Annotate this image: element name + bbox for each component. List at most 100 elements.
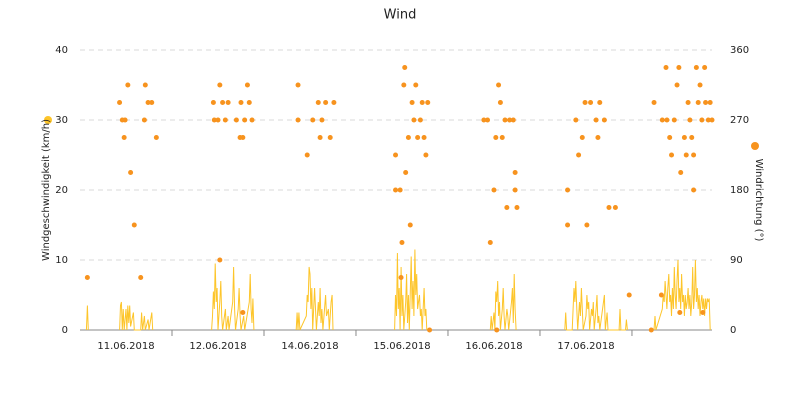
direction-point	[695, 100, 701, 105]
direction-point	[678, 170, 684, 175]
direction-point	[141, 117, 147, 123]
direction-point	[405, 135, 411, 140]
direction-point	[401, 82, 407, 88]
direction-point	[427, 327, 433, 333]
y-axis-series-marker	[44, 116, 52, 124]
direction-point	[411, 117, 417, 123]
direction-point	[240, 310, 246, 315]
speed-line	[564, 280, 628, 331]
direction-point	[597, 100, 603, 105]
direction-point	[593, 117, 599, 123]
speed-line	[295, 266, 334, 331]
direction-point	[588, 100, 594, 105]
direction-point	[669, 152, 675, 158]
direction-point	[233, 117, 239, 123]
direction-point	[496, 82, 502, 88]
direction-point	[210, 100, 216, 105]
direction-point	[244, 82, 250, 88]
speed-line	[394, 249, 428, 331]
direction-point	[131, 222, 137, 228]
y-tick-label: 10	[55, 255, 68, 266]
direction-point	[582, 100, 588, 105]
direction-point	[222, 117, 228, 123]
direction-point	[128, 170, 134, 175]
x-tick-label: 15.06.2018	[373, 341, 430, 352]
direction-point	[138, 275, 144, 280]
x-tick-label: 14.06.2018	[281, 341, 338, 352]
direction-point	[664, 117, 670, 123]
direction-point	[425, 100, 431, 105]
x-tick-label: 12.06.2018	[189, 341, 246, 352]
direction-point	[703, 100, 709, 105]
direction-point	[576, 152, 582, 158]
speed-line	[85, 305, 89, 331]
direction-point	[674, 82, 680, 88]
speed-line	[653, 259, 711, 331]
direction-point	[700, 310, 706, 315]
direction-point	[323, 100, 329, 105]
x-tick-label: 11.06.2018	[97, 341, 154, 352]
direction-point	[584, 222, 590, 228]
direction-point	[595, 135, 601, 140]
direction-point	[667, 135, 673, 140]
direction-point	[691, 152, 697, 158]
direction-point	[648, 327, 654, 333]
y2-tick-label: 90	[730, 255, 743, 266]
direction-point	[681, 135, 687, 140]
direction-point	[225, 100, 231, 105]
direction-point	[149, 100, 155, 105]
direction-point	[249, 117, 255, 123]
direction-point	[514, 205, 520, 210]
direction-point	[402, 65, 408, 70]
direction-point	[573, 117, 579, 123]
x-tick-label: 17.06.2018	[557, 341, 614, 352]
direction-point	[399, 240, 405, 245]
direction-point	[502, 117, 508, 123]
direction-point	[683, 152, 689, 158]
direction-point	[217, 257, 223, 263]
direction-point	[699, 117, 705, 123]
direction-point	[153, 135, 159, 140]
direction-point	[497, 100, 503, 105]
direction-point	[693, 65, 699, 70]
speed-line	[489, 273, 517, 331]
y2-axis-series-marker	[751, 142, 759, 150]
direction-point	[295, 117, 301, 123]
direction-point	[211, 117, 217, 123]
direction-point	[419, 100, 425, 105]
direction-point	[676, 65, 682, 70]
direction-point	[481, 117, 487, 123]
direction-point	[487, 240, 493, 245]
y2-tick-label: 180	[730, 185, 749, 196]
direction-point	[705, 117, 711, 123]
direction-point	[327, 135, 333, 140]
direction-point	[319, 117, 325, 123]
direction-point	[403, 170, 409, 175]
direction-point	[685, 100, 691, 105]
y-axis-title: Windgeschwindigkeit (km/h)	[41, 119, 52, 261]
speed-line	[119, 301, 154, 331]
y2-tick-label: 360	[730, 45, 749, 56]
direction-point	[310, 117, 316, 123]
direction-point	[677, 310, 683, 315]
y2-tick-label: 270	[730, 115, 749, 126]
chart-title: Wind	[384, 8, 417, 23]
direction-point	[510, 117, 516, 123]
direction-point	[651, 100, 657, 105]
direction-point	[331, 100, 337, 105]
direction-point	[415, 135, 421, 140]
direction-point	[494, 327, 500, 333]
direction-point	[687, 117, 693, 123]
direction-point	[702, 65, 708, 70]
direction-point	[565, 187, 571, 193]
direction-point	[220, 100, 226, 105]
direction-point	[315, 100, 321, 105]
direction-point	[601, 117, 607, 123]
direction-point	[659, 117, 665, 123]
direction-point	[691, 187, 697, 193]
direction-point	[215, 117, 221, 123]
direction-point	[423, 152, 429, 158]
y-tick-label: 30	[55, 115, 68, 126]
y-tick-label: 40	[55, 45, 68, 56]
